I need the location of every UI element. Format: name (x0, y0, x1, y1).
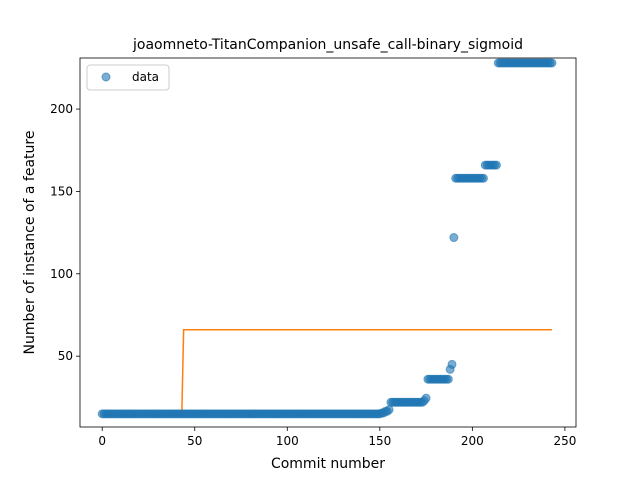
data-point (478, 173, 488, 183)
y-tick-label: 150 (50, 184, 73, 198)
data-point (491, 160, 501, 170)
y-tick-label: 100 (50, 267, 73, 281)
chart-title: joaomneto-TitanCompanion_unsafe_call-bin… (132, 37, 523, 53)
legend-box (86, 64, 170, 91)
data-point (447, 359, 457, 369)
x-tick-label: 50 (187, 434, 202, 448)
plot-marks (97, 58, 557, 419)
x-tick-label: 150 (368, 434, 391, 448)
x-axis-label: Commit number (271, 456, 385, 472)
x-tick-label: 200 (461, 434, 484, 448)
data-point (384, 405, 394, 415)
y-tick-label: 200 (50, 102, 73, 116)
x-tick-label: 0 (98, 434, 106, 448)
data-point (547, 58, 557, 68)
legend: data (86, 64, 170, 91)
x-tick-label: 100 (276, 434, 299, 448)
plot-frame (79, 57, 577, 428)
x-tick-label: 250 (553, 434, 576, 448)
data-point (449, 233, 459, 243)
y-axis: 50 100 150 200 (50, 102, 80, 363)
fit-line (102, 329, 552, 416)
legend-label-data: data (132, 70, 159, 84)
y-tick-label: 50 (58, 349, 73, 363)
data-point (421, 393, 431, 403)
legend-marker-data (101, 72, 111, 82)
data-point (443, 374, 453, 384)
y-axis-label: Number of instance of a feature (22, 131, 38, 355)
x-axis: 0 50 100 150 200 250 (98, 427, 576, 448)
